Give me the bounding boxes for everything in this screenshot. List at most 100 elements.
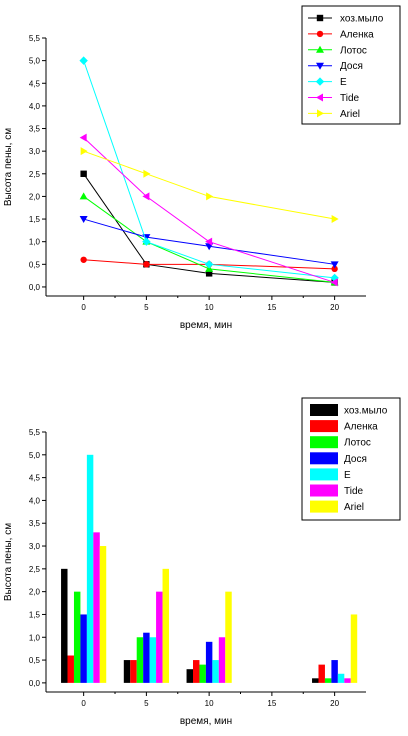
data-point [80,256,87,263]
data-point [79,56,88,65]
line-series [79,56,339,283]
series-line [83,137,335,283]
bar-chart-x-tick-label: 15 [267,699,276,708]
bar [212,660,219,683]
bar [324,678,332,683]
line-chart-legend-label: Ariel [340,109,360,120]
bar-chart-legend-label: E [344,470,351,481]
bar [186,669,194,683]
bar [99,546,107,683]
bar-series [67,655,325,683]
bar-chart-legend-label: хоз.мыло [344,406,388,417]
bar [123,660,131,683]
bar [61,568,68,683]
bar [312,678,319,683]
bar-chart-legend-label: Ariel [344,502,364,513]
bar-chart-legend-swatch [310,420,338,433]
bar [136,637,144,683]
line-chart-y-tick-label: 3,5 [29,125,41,134]
line-chart-legend-marker [316,14,324,22]
line-series [79,133,338,287]
line-chart-x-tick-label: 0 [81,303,86,312]
bar [86,454,94,683]
bar [331,660,338,683]
bar [218,637,226,683]
bar-chart-y-tick-label: 4,0 [29,496,41,505]
bar-chart-legend-label: Лотос [344,438,371,449]
bar-chart-y-tick-label: 0,0 [29,679,41,688]
line-chart-y-tick-label: 2,5 [29,170,41,179]
bar-chart-legend-label: Дося [344,454,367,465]
data-point [330,278,338,287]
data-point [80,147,88,156]
bar-chart-y-tick-label: 4,5 [29,474,41,483]
bar [67,655,74,683]
bar-chart-x-tick-label: 0 [81,699,86,708]
line-chart-y-tick-label: 1,0 [29,238,41,247]
bar-chart-y-tick-label: 5,0 [29,451,41,460]
data-point [142,192,150,201]
bar-chart-x-tick-label: 20 [330,699,339,708]
bar-chart-legend: хоз.мыло Аленка Лотос Дося E Tide Ariel [301,397,401,521]
bar-chart-legend-swatch [310,452,338,465]
bar-chart-legend-swatch [310,436,338,449]
line-chart-y-axis-label: Высота пены, см [3,128,14,206]
bar-chart-y-tick-label: 1,5 [29,610,41,619]
line-chart-legend-label: Дося [340,61,363,72]
bar-chart-y-tick-label: 1,0 [29,633,41,642]
series-line [83,150,335,220]
line-chart-x-tick-label: 20 [330,303,339,312]
bar-chart-legend-swatch [310,500,338,513]
line-chart-legend-marker [316,45,324,53]
line-chart-legend-marker [316,30,324,38]
bar-chart-y-tick-label: 0,5 [29,656,41,665]
bar [162,568,169,683]
bar-chart: 0,0 0,5 1,0 1,5 2,0 2,5 3,0 3,5 4,0 4,5 5,0 5,5 0 5 10… [3,397,401,727]
data-point [143,169,151,178]
line-chart-y-tick-label: 1,5 [29,215,41,224]
bar-series [61,568,319,683]
line-chart-legend-marker [317,109,324,118]
line-chart-legend-marker [315,77,325,86]
line-chart-legend-label: Tide [340,93,360,104]
bar-chart-y-tick-label: 2,0 [29,588,41,597]
line-chart-legend-label: Лотос [340,45,367,56]
bar [205,641,213,683]
bar-chart-legend-label: Аленка [344,422,378,433]
line-series [80,147,339,224]
bar [156,591,163,683]
data-point [79,133,87,142]
line-chart-x-tick-label: 10 [205,303,214,312]
line-chart-y-tick-label: 5,0 [29,57,41,66]
bar [337,673,345,683]
line-chart-legend-marker [316,93,323,102]
data-point [206,192,214,201]
bar-chart-y-tick-label: 3,5 [29,519,41,528]
bar-chart-y-axis-label: Высота пены, см [3,523,14,601]
line-chart-y-tick-label: 5,5 [29,34,41,43]
line-chart-legend-label: Аленка [340,29,374,40]
bar-chart-x-tick-label: 5 [144,699,149,708]
bar-chart-legend-swatch [310,404,338,416]
data-point [143,261,150,268]
bar [143,632,150,683]
line-chart: 0,0 0,5 1,0 1,5 2,0 2,5 3,0 3,5 4,0 4,5 5,0 5,5 0 5 10… [3,5,401,331]
bar-chart-y-tick-label: 2,5 [29,565,41,574]
bar [344,678,351,683]
line-chart-y-tick-label: 2,0 [29,192,41,201]
bar-chart-y-tick-label: 5,5 [29,428,41,437]
bar [225,591,232,683]
line-chart-y-tick-label: 4,5 [29,79,41,88]
data-point [331,215,339,224]
line-chart-y-tick-label: 0,5 [29,260,41,269]
bar-chart-x-axis-label: время, мин [180,716,232,727]
line-chart-legend-label: хоз.мыло [340,14,384,25]
series-line [83,60,335,279]
bar [193,660,200,683]
bar [318,664,325,683]
series-line [83,218,335,265]
line-chart-legend: хоз.мыло Аленка Лотос Дося E Tide Ariel [301,5,401,125]
bar [350,614,358,683]
line-chart-y-tick-label: 3,0 [29,147,41,156]
data-point [205,270,213,277]
